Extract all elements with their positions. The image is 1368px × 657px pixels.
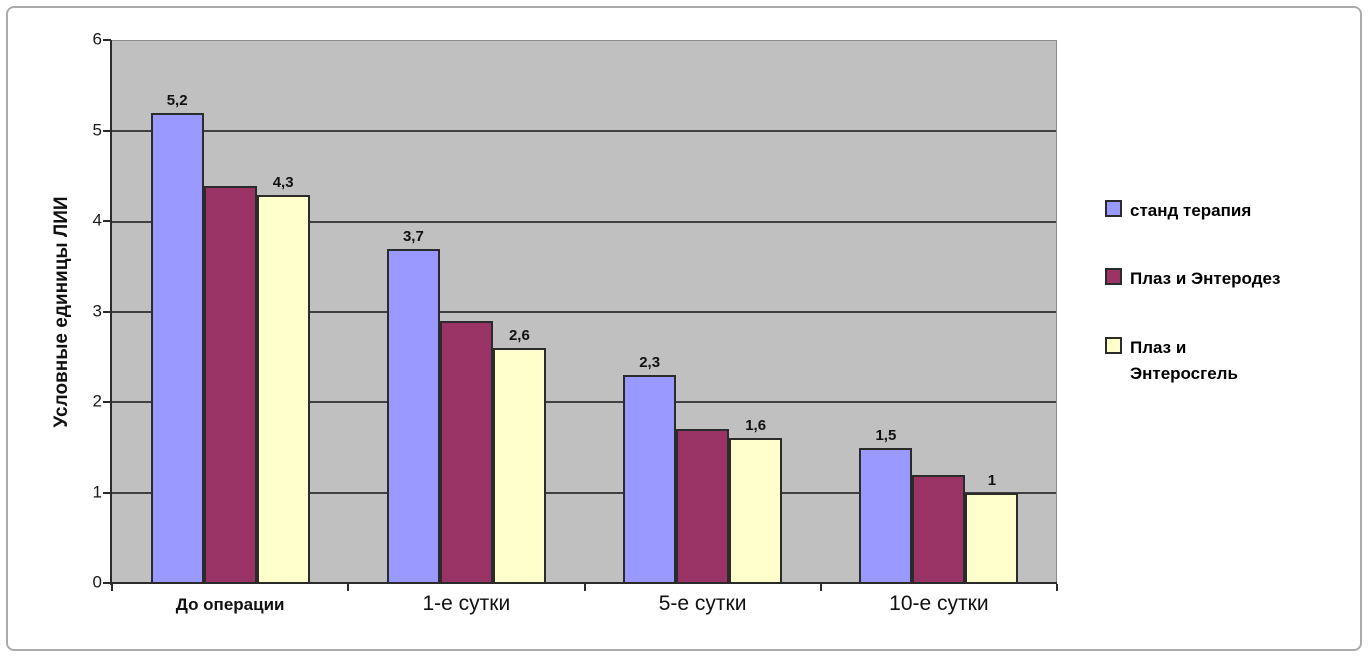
gridline: [112, 220, 1056, 223]
bar-value-label: 3,7: [402, 227, 424, 245]
legend-swatch: [1105, 268, 1122, 286]
legend-item: станд терапия: [1105, 198, 1335, 224]
bar-stand-terapiya: 5,2: [150, 92, 204, 583]
bar-stand-terapiya: 3,7: [386, 228, 440, 583]
bar-group: 1,5 1: [821, 41, 1057, 583]
bar-value-label: 5,2: [166, 92, 188, 110]
x-category-label: 10-е сутки: [889, 592, 989, 615]
bar-plaz-enterodez: [676, 429, 730, 583]
x-category-label: 1-е сутки: [422, 592, 511, 615]
y-tick-mark: [103, 310, 111, 313]
bar-value-label: 1,5: [875, 426, 897, 444]
legend-swatch: [1105, 336, 1122, 354]
bar-value-label: 2,3: [639, 354, 661, 372]
x-tick-mark: [347, 584, 350, 591]
y-tick-label: 2: [92, 391, 102, 411]
legend-label: Плаз и Энтеродез: [1130, 269, 1281, 289]
bar-plaz-enterodez: [912, 474, 966, 583]
gridline: [112, 311, 1056, 313]
y-tick-label: 0: [92, 572, 102, 592]
bar-group: 3,7 2,6: [348, 41, 584, 583]
y-axis-line: [110, 40, 112, 585]
bar-value-label: 1,6: [745, 417, 767, 435]
y-tick-label: 5: [92, 120, 102, 140]
bar-stand-terapiya: 1,5: [859, 427, 913, 583]
gridline: [112, 130, 1056, 133]
bar-plaz-enterosgel: 1,6: [729, 417, 783, 583]
legend-item: Плаз и Энтеродез: [1105, 266, 1335, 292]
bar-value-label: 1: [987, 471, 997, 489]
legend: станд терапия Плаз и Энтеродез Плаз и Энте…: [1105, 198, 1335, 429]
y-tick-label: 1: [92, 482, 102, 502]
y-tick-label: 4: [92, 210, 102, 230]
legend-label: станд терапия: [1130, 201, 1252, 220]
y-tick-mark: [103, 129, 111, 132]
gridline: [112, 401, 1056, 404]
x-category-label: До операции: [175, 595, 285, 614]
bar-group: 2,3 1,6: [585, 41, 821, 583]
y-tick-mark: [103, 582, 111, 584]
x-axis-line: [104, 582, 1057, 584]
x-tick-mark: [111, 584, 113, 591]
bar-value-label: 2,6: [508, 327, 530, 345]
y-tick-mark: [103, 491, 111, 494]
bar-plaz-enterosgel: 1: [965, 472, 1019, 583]
x-tick-mark: [819, 584, 822, 591]
bar-plaz-enterodez: [439, 321, 493, 583]
bar-plaz-enterodez: [203, 185, 257, 583]
plot-area: 5,2 4,3 3,7 2,6 2,3 1,6 1,5 1: [112, 40, 1057, 583]
y-tick-mark: [103, 39, 111, 41]
bar-plaz-enterosgel: 2,6: [492, 327, 546, 583]
x-tick-mark: [583, 584, 586, 591]
y-tick-label: 3: [92, 301, 102, 321]
bar-value-label: 4,3: [272, 173, 294, 191]
bar-plaz-enterosgel: 4,3: [256, 174, 310, 583]
x-tick-mark: [1056, 584, 1058, 591]
legend-swatch: [1105, 200, 1122, 217]
legend-item: Плаз и Энтеросгель: [1105, 335, 1335, 388]
gridline: [112, 491, 1056, 494]
x-category-label: 5-е сутки: [658, 592, 747, 615]
y-tick-label: 6: [92, 29, 102, 49]
y-tick-mark: [103, 401, 111, 403]
legend-label: Плаз и Энтеросгель: [1130, 337, 1238, 384]
y-tick-mark: [103, 220, 111, 222]
bar-group: 5,2 4,3: [112, 41, 348, 583]
bar-stand-terapiya: 2,3: [623, 354, 677, 583]
